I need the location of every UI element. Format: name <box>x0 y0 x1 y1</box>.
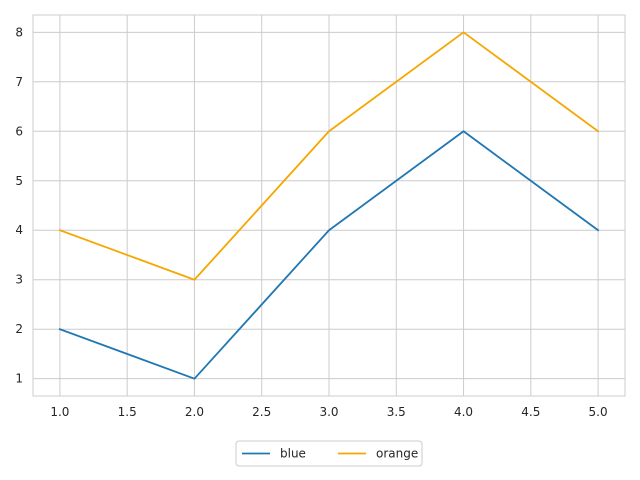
x-axis-ticks: 1.0 1.5 2.0 2.5 3.0 3.5 4.0 4.5 5.0 <box>50 405 607 419</box>
x-tick-label: 5.0 <box>589 405 608 419</box>
legend-label-blue: blue <box>280 447 306 461</box>
y-tick-label: 1 <box>15 372 23 386</box>
x-tick-label: 3.0 <box>319 405 338 419</box>
x-tick-label: 2.0 <box>185 405 204 419</box>
plot-area-frame <box>32 14 626 397</box>
y-tick-label: 6 <box>15 124 23 138</box>
series-line-blue <box>58 130 600 380</box>
x-tick-label: 4.0 <box>454 405 473 419</box>
y-tick-label: 8 <box>15 25 23 39</box>
grid <box>33 15 625 396</box>
x-tick-label: 2.5 <box>252 405 271 419</box>
y-tick-label: 4 <box>15 223 23 237</box>
y-tick-label: 3 <box>15 273 23 287</box>
x-tick-label: 1.5 <box>118 405 137 419</box>
y-tick-label: 7 <box>15 75 23 89</box>
y-tick-label: 2 <box>15 322 23 336</box>
legend: blue orange <box>235 440 423 467</box>
series-lines <box>58 31 600 380</box>
legend-label-orange: orange <box>376 447 418 461</box>
y-axis-ticks: 1 2 3 4 5 6 7 8 <box>15 25 23 385</box>
x-tick-label: 1.0 <box>50 405 69 419</box>
x-tick-label: 4.5 <box>521 405 540 419</box>
legend-box <box>235 440 423 467</box>
y-tick-label: 5 <box>15 174 23 188</box>
x-tick-label: 3.5 <box>387 405 406 419</box>
series-line-orange <box>58 31 600 281</box>
